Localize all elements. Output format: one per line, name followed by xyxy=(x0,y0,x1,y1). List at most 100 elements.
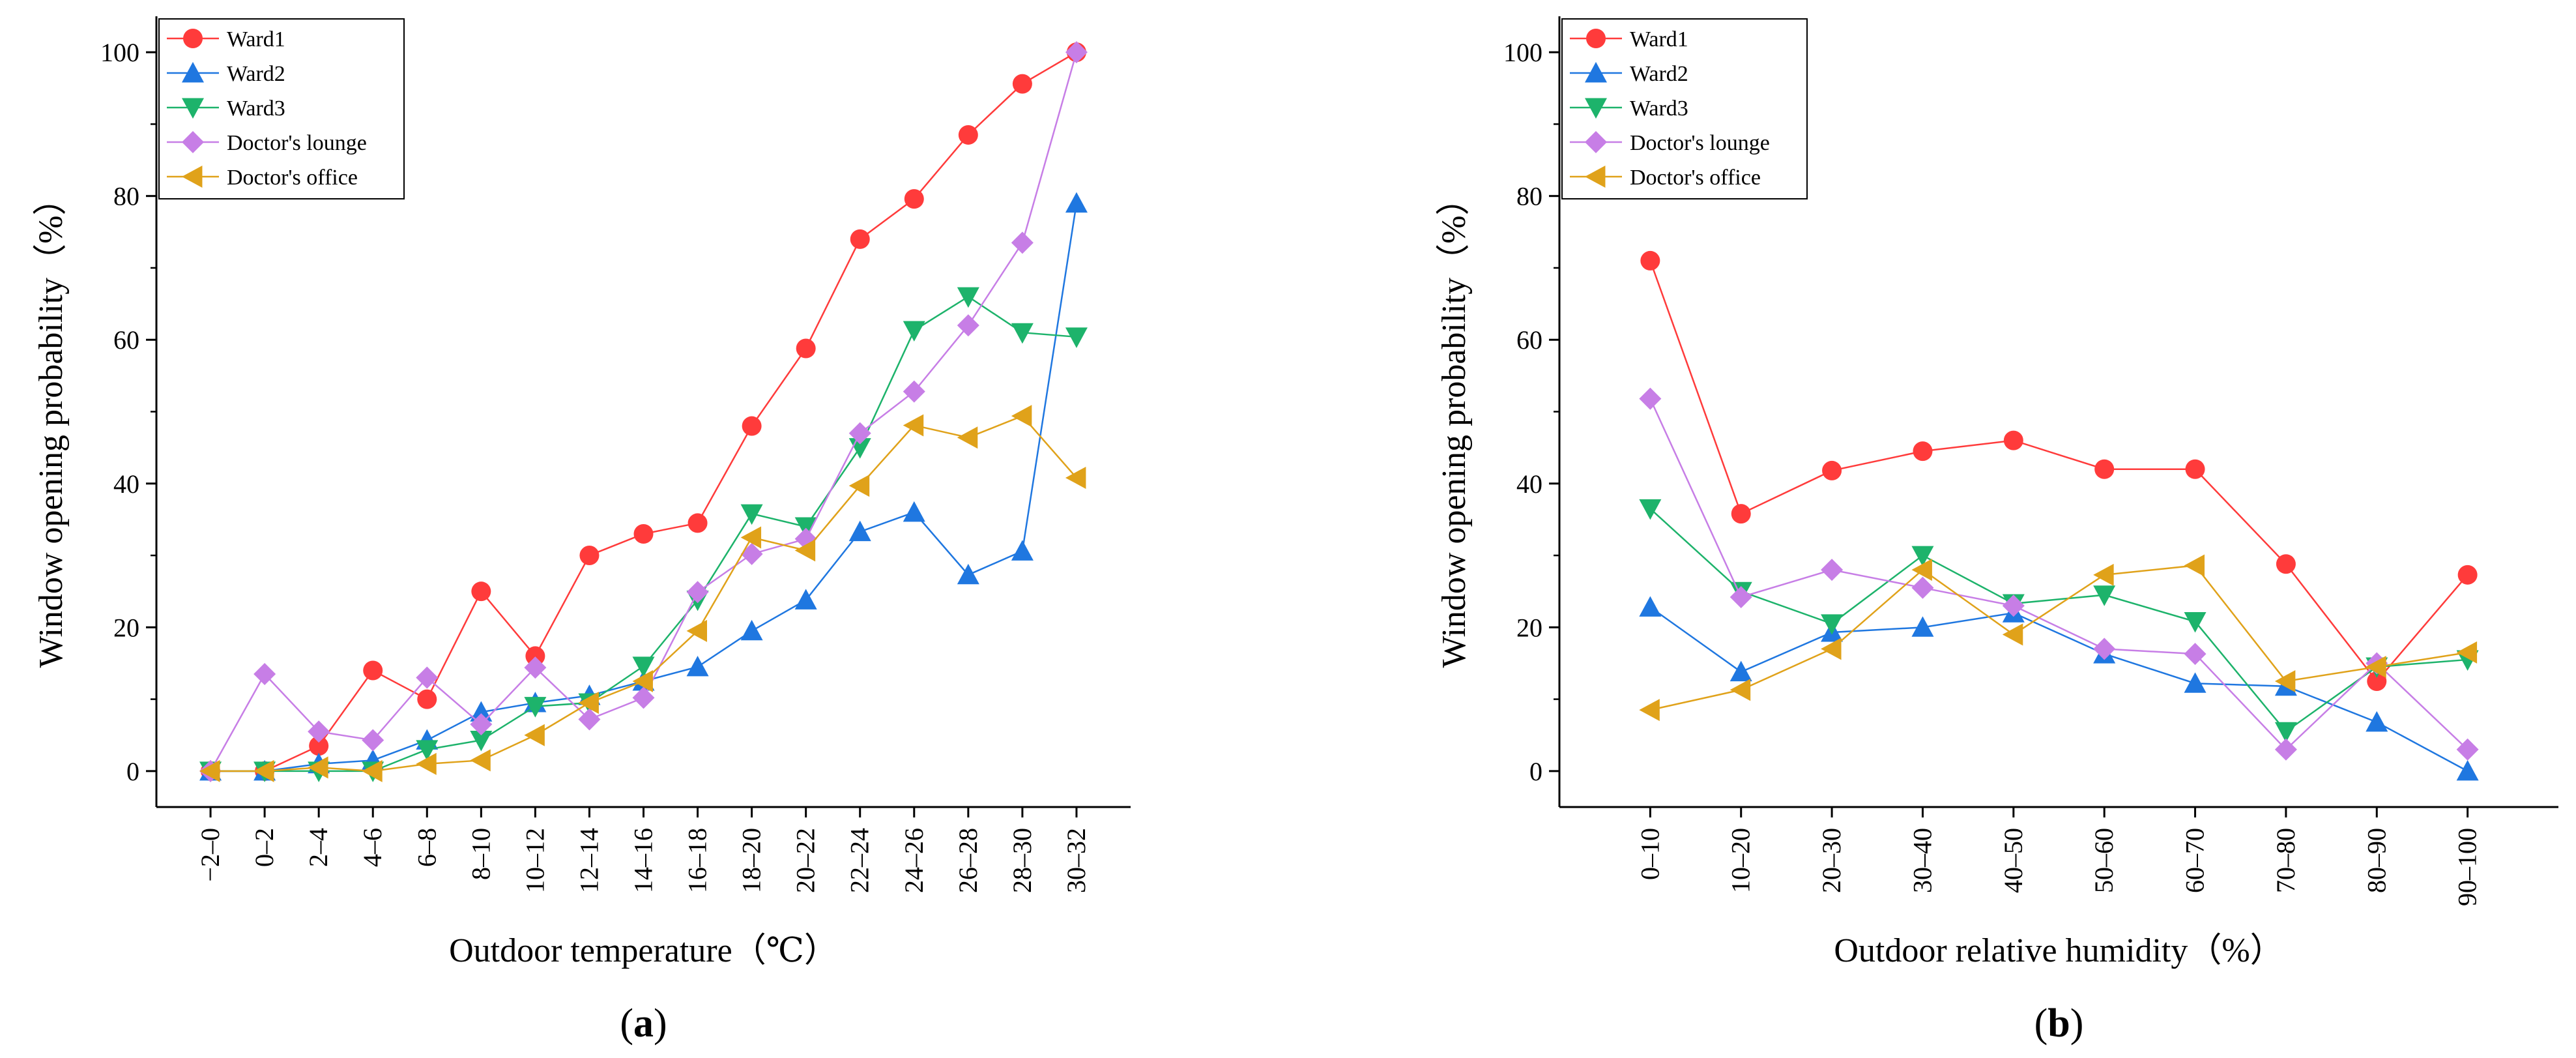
data-point xyxy=(1639,699,1660,722)
data-point xyxy=(470,701,493,722)
data-point xyxy=(848,520,871,542)
data-point xyxy=(2184,672,2207,693)
data-point xyxy=(848,475,870,497)
series-line xyxy=(1649,606,2468,772)
data-point xyxy=(1731,504,1751,524)
data-point xyxy=(253,759,274,782)
data-point xyxy=(903,321,925,342)
x-tick-label: 20–22 xyxy=(791,828,820,893)
x-tick-label: 6–8 xyxy=(412,828,441,867)
data-point xyxy=(253,662,276,685)
data-point xyxy=(470,749,491,772)
data-point xyxy=(2003,430,2023,450)
legend-item: Ward1 xyxy=(167,27,285,51)
data-point xyxy=(1011,323,1034,344)
data-point xyxy=(633,523,654,544)
data-point xyxy=(2367,671,2387,692)
data-point xyxy=(1729,679,1751,701)
legend-item: Doctor's office xyxy=(1570,166,1761,190)
data-point xyxy=(1913,441,1933,462)
y-tick-label: 20 xyxy=(1516,613,1542,642)
y-tick-label: 40 xyxy=(113,469,139,499)
data-point xyxy=(958,125,978,145)
legend-item: Ward3 xyxy=(167,96,285,121)
data-point xyxy=(470,713,493,736)
legend-marker xyxy=(182,98,204,119)
data-point xyxy=(308,720,330,743)
legend-item: Doctor's lounge xyxy=(1570,131,1770,155)
series-line xyxy=(1649,260,2468,683)
legend-item: Ward2 xyxy=(167,62,285,86)
data-point xyxy=(740,619,763,641)
data-point xyxy=(957,314,979,337)
y-tick-label: 60 xyxy=(1516,325,1542,355)
data-point xyxy=(362,729,384,752)
data-point xyxy=(1065,41,1088,64)
data-point xyxy=(2184,643,2207,666)
legend-label: Ward2 xyxy=(227,62,285,86)
series-ward1 xyxy=(201,42,1086,781)
data-point xyxy=(416,740,439,761)
x-tick-label: 40–50 xyxy=(1999,828,2028,893)
data-point xyxy=(903,501,925,522)
data-point xyxy=(686,619,708,642)
data-point xyxy=(904,189,924,209)
data-point xyxy=(1640,250,1660,271)
data-point xyxy=(1822,460,1842,480)
x-tick-label: 22–24 xyxy=(845,828,875,893)
data-point xyxy=(1821,559,1844,581)
series-doctor-s-lounge xyxy=(1639,387,2479,761)
data-point xyxy=(578,692,599,714)
data-point xyxy=(1821,614,1844,635)
data-point xyxy=(1011,231,1034,254)
data-point xyxy=(2274,670,2296,693)
y-tick-label: 60 xyxy=(113,325,139,355)
x-tick-label: 30–32 xyxy=(1062,828,1091,893)
data-point xyxy=(525,646,545,666)
panel-label: (a) xyxy=(620,1001,667,1046)
legend-label: Doctor's lounge xyxy=(227,131,367,155)
data-point xyxy=(2185,459,2205,479)
series-ward1 xyxy=(1640,250,2478,692)
data-point xyxy=(309,736,329,756)
data-point xyxy=(2276,554,2296,574)
chart-panel-b: 0 20 40 60 80 100 0–10 10–20 20–30 30–40 40–50 50–6… xyxy=(1436,16,2558,1046)
data-point xyxy=(794,589,817,610)
series-doctor-s-lounge xyxy=(199,41,1088,782)
legend-label: Ward1 xyxy=(227,27,285,51)
x-axis-title: Outdoor relative humidity（%） xyxy=(1834,932,2283,969)
series-line xyxy=(210,415,1077,772)
data-point xyxy=(1012,74,1032,94)
data-point xyxy=(1729,660,1752,682)
data-point xyxy=(416,666,439,689)
data-point xyxy=(742,416,762,436)
legend-item: Ward2 xyxy=(1570,62,1688,86)
data-point xyxy=(2456,641,2478,664)
data-point xyxy=(957,563,979,585)
y-tick-label: 100 xyxy=(100,38,139,67)
data-point xyxy=(2274,738,2297,761)
data-point xyxy=(470,730,493,752)
x-tick-label: 80–90 xyxy=(2362,828,2391,893)
y-tick-label: 80 xyxy=(113,182,139,211)
y-tick-label: 80 xyxy=(1516,182,1542,211)
panel-label-open: ( xyxy=(620,1001,633,1046)
data-point xyxy=(524,697,547,718)
x-tick-label: 4–6 xyxy=(358,828,387,867)
data-point xyxy=(740,526,762,549)
data-point xyxy=(1011,540,1034,561)
data-point xyxy=(417,689,437,709)
legend-marker xyxy=(182,62,204,83)
series-line xyxy=(1650,565,2468,711)
data-point xyxy=(1639,596,1662,617)
data-point xyxy=(471,581,491,602)
series-line xyxy=(1649,508,2468,733)
x-tick-label: 50–60 xyxy=(2089,828,2119,893)
legend-marker xyxy=(183,29,203,48)
data-point xyxy=(1911,576,1934,599)
data-point xyxy=(308,756,328,779)
series-ward3 xyxy=(1639,499,2479,743)
x-tick-label: 0–2 xyxy=(250,828,279,867)
data-point xyxy=(2184,554,2205,577)
x-tick-label: 28–30 xyxy=(1007,828,1037,893)
